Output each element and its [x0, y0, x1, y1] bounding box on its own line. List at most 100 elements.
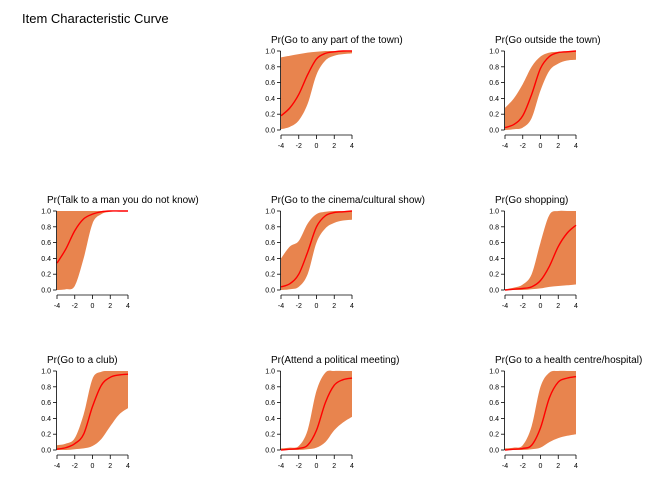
x-tick-label: -4	[278, 303, 284, 310]
y-tick-label: 0.2	[265, 432, 275, 439]
y-tick-label: 1.0	[265, 209, 275, 216]
y-tick-label: 0.6	[41, 400, 51, 407]
panel-title: Pr(Go to the cinema/cultural show)	[271, 195, 425, 206]
x-tick-label: 2	[556, 143, 560, 150]
x-tick-label: 2	[332, 303, 336, 310]
x-tick-label: 4	[350, 143, 354, 150]
x-tick-label: -2	[520, 303, 526, 310]
y-tick-label: 0.8	[265, 224, 275, 231]
x-tick-label: 2	[556, 463, 560, 470]
y-tick-label: 0.2	[489, 432, 499, 439]
icc-curve	[504, 224, 577, 291]
y-tick-label: 0.0	[489, 448, 499, 455]
x-tick-label: 0	[539, 463, 543, 470]
y-tick-label: 1.0	[265, 369, 275, 376]
icc-curve	[56, 210, 128, 264]
confidence-band	[57, 370, 128, 451]
x-tick-label: 4	[350, 463, 354, 470]
y-tick-label: 0.4	[265, 256, 275, 263]
y-tick-label: 0.8	[265, 384, 275, 391]
y-tick-label: 1.0	[41, 369, 51, 376]
icc-curve	[504, 375, 577, 451]
y-tick-label: 0.8	[41, 384, 51, 391]
x-tick-label: 0	[539, 143, 543, 150]
confidence-band	[57, 210, 128, 290]
confidence-band	[505, 370, 576, 451]
x-tick-label: -4	[502, 463, 508, 470]
y-tick-label: 1.0	[41, 209, 51, 216]
confidence-band	[505, 50, 576, 130]
icc-panel: Pr(Talk to a man you do not know) 0.0 0.2 0…	[41, 195, 198, 310]
icc-panel: Pr(Go shopping) 0.0 0.2 0.4 0.6 0.8 1.0 -4 -2 0 2 4	[489, 195, 578, 310]
x-tick-label: -4	[278, 143, 284, 150]
x-tick-label: -2	[72, 303, 78, 310]
x-tick-label: 2	[332, 463, 336, 470]
y-tick-label: 0.0	[41, 288, 51, 295]
icc-curve	[280, 50, 353, 117]
y-tick-label: 0.6	[489, 80, 499, 87]
icc-curve	[504, 50, 577, 129]
y-tick-label: 0.0	[265, 128, 275, 135]
x-tick-label: 4	[574, 463, 578, 470]
y-tick-label: 0.2	[265, 272, 275, 279]
x-tick-label: 4	[574, 143, 578, 150]
icc-panel: Pr(Attend a political meeting) 0.0 0.2 0.4 0…	[265, 355, 399, 470]
x-tick-label: 0	[315, 303, 319, 310]
y-tick-label: 0.0	[265, 448, 275, 455]
y-tick-label: 1.0	[265, 49, 275, 56]
x-tick-label: 2	[556, 303, 560, 310]
x-tick-label: -2	[296, 303, 302, 310]
x-tick-label: 0	[539, 303, 543, 310]
x-tick-label: -2	[72, 463, 78, 470]
x-tick-label: -4	[278, 463, 284, 470]
y-tick-label: 0.2	[265, 112, 275, 119]
y-tick-label: 0.0	[265, 288, 275, 295]
y-tick-label: 0.6	[489, 400, 499, 407]
y-tick-label: 0.4	[489, 416, 499, 423]
y-tick-label: 0.8	[265, 64, 275, 71]
panel-title: Pr(Talk to a man you do not know)	[47, 195, 199, 206]
icc-panel: Pr(Go to any part of the town) 0.0 0.2 0.4 0…	[265, 35, 402, 150]
y-tick-label: 0.0	[489, 128, 499, 135]
x-tick-label: 2	[108, 463, 112, 470]
panel-title: Pr(Go to any part of the town)	[271, 35, 403, 46]
y-tick-label: 0.4	[489, 256, 499, 263]
confidence-band	[281, 50, 352, 130]
x-tick-label: 4	[574, 303, 578, 310]
y-tick-label: 1.0	[489, 369, 499, 376]
panel-title: Pr(Go shopping)	[495, 195, 568, 206]
x-tick-label: -2	[520, 463, 526, 470]
x-tick-label: 0	[315, 143, 319, 150]
y-tick-label: 0.2	[489, 112, 499, 119]
panel-title: Pr(Go to a club)	[47, 355, 118, 366]
confidence-band	[281, 210, 352, 290]
y-tick-label: 0.4	[41, 416, 51, 423]
y-tick-label: 0.0	[489, 288, 499, 295]
x-tick-label: -4	[502, 303, 508, 310]
y-tick-label: 0.8	[489, 224, 499, 231]
y-tick-label: 1.0	[489, 209, 499, 216]
icc-curve	[280, 377, 353, 451]
y-tick-label: 0.8	[489, 384, 499, 391]
x-tick-label: 0	[91, 303, 95, 310]
y-tick-label: 0.4	[41, 256, 51, 263]
y-tick-label: 1.0	[489, 49, 499, 56]
x-tick-label: -4	[502, 143, 508, 150]
y-tick-label: 0.6	[265, 80, 275, 87]
page-title: Item Characteristic Curve	[22, 11, 169, 26]
y-tick-label: 0.4	[265, 416, 275, 423]
x-tick-label: 4	[126, 303, 130, 310]
icc-panel: Pr(Go to the cinema/cultural show) 0.0 0.2…	[265, 195, 425, 310]
x-tick-label: -4	[54, 303, 60, 310]
x-tick-label: -2	[296, 463, 302, 470]
x-tick-label: 0	[315, 463, 319, 470]
icc-panel: Pr(Go to a club) 0.0 0.2 0.4 0.6 0.8 1.0 -4 -2 0 2…	[41, 355, 130, 470]
panel-title: Pr(Go outside the town)	[495, 35, 601, 46]
x-tick-label: -2	[296, 143, 302, 150]
y-tick-label: 0.0	[41, 448, 51, 455]
y-tick-label: 0.6	[489, 240, 499, 247]
y-tick-label: 0.2	[489, 272, 499, 279]
icc-panel: Pr(Go outside the town) 0.0 0.2 0.4 0.6 0.8 1.…	[489, 35, 600, 150]
y-tick-label: 0.8	[489, 64, 499, 71]
